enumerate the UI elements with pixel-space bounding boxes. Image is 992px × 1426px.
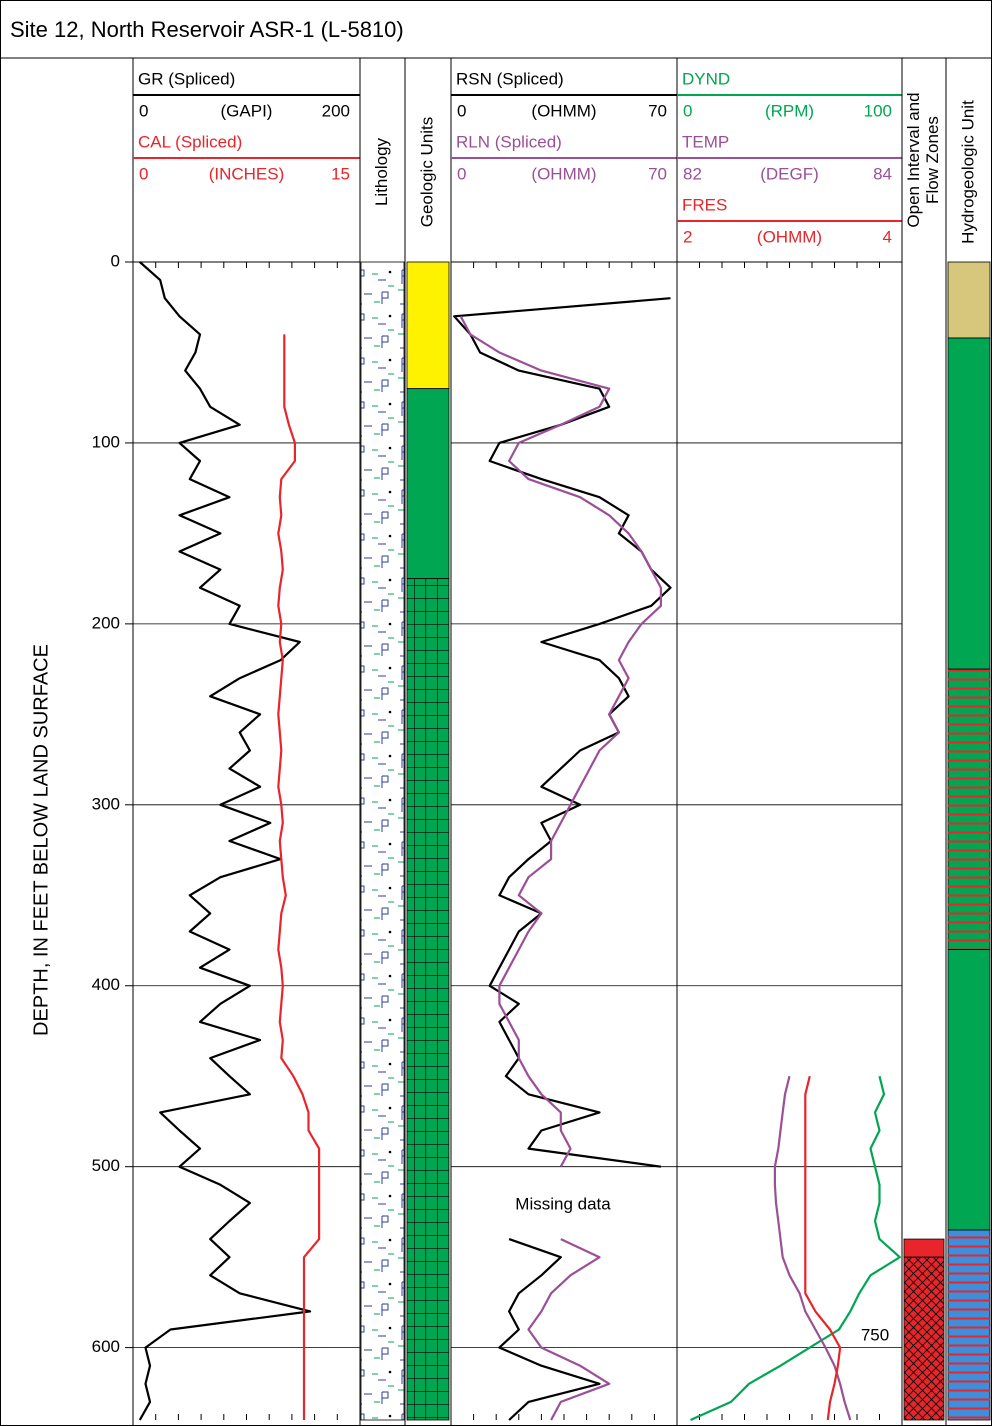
scale-unit: (GAPI) xyxy=(221,101,273,120)
interval xyxy=(947,949,991,1231)
scale-max: 84 xyxy=(873,164,892,183)
track-frame xyxy=(945,57,992,1426)
series-name: GR (Spliced) xyxy=(138,69,235,88)
curve xyxy=(453,297,672,1421)
interval xyxy=(903,1238,945,1258)
curve xyxy=(773,1075,852,1421)
scale-unit: (OHMM) xyxy=(531,164,596,183)
y-tick-label: 0 xyxy=(111,251,120,270)
track-frame xyxy=(901,57,947,1426)
scale-min: 0 xyxy=(457,164,466,183)
scale-min: 82 xyxy=(683,164,702,183)
curve xyxy=(804,1075,842,1421)
scale-min: 2 xyxy=(683,227,692,246)
interval xyxy=(406,388,450,580)
series-name: DYND xyxy=(682,69,730,88)
y-axis-label: DEPTH, IN FEET BELOW LAND SURFACE xyxy=(30,644,52,1036)
curve xyxy=(459,315,662,1421)
column-title: Lithology xyxy=(372,137,391,206)
scale-unit: (OHMM) xyxy=(757,227,822,246)
scale-min: 0 xyxy=(457,101,466,120)
scale-max: 70 xyxy=(648,101,667,120)
interval-pattern xyxy=(948,1230,990,1420)
column-title: Flow Zones xyxy=(923,116,942,204)
curve xyxy=(138,261,312,1421)
scale-min: 0 xyxy=(683,101,692,120)
scale-min: 0 xyxy=(139,164,148,183)
lithology-column xyxy=(360,261,405,1421)
curve xyxy=(277,334,321,1420)
interval-pattern xyxy=(948,669,990,950)
scale-unit: (OHMM) xyxy=(531,101,596,120)
curve xyxy=(690,1075,901,1422)
column-title: Geologic Units xyxy=(417,117,436,228)
series-name: RLN (Spliced) xyxy=(456,132,562,151)
scale-max: 70 xyxy=(648,164,667,183)
y-tick-label: 200 xyxy=(92,613,120,632)
scale-unit: (RPM) xyxy=(765,101,814,120)
interval xyxy=(947,337,991,670)
y-tick-label: 100 xyxy=(92,432,120,451)
y-tick-label: 400 xyxy=(92,975,120,994)
y-tick-label: 600 xyxy=(92,1337,120,1356)
scale-unit: (INCHES) xyxy=(209,164,285,183)
annotation: 750 xyxy=(861,1325,889,1344)
scale-max: 200 xyxy=(322,101,350,120)
series-name: RSN (Spliced) xyxy=(456,69,564,88)
scale-min: 0 xyxy=(139,101,148,120)
scale-max: 4 xyxy=(883,227,892,246)
interval xyxy=(406,261,450,390)
scale-unit: (DEGF) xyxy=(760,164,819,183)
annotation: Missing data xyxy=(515,1194,611,1213)
interval-pattern xyxy=(407,578,449,1420)
interval xyxy=(947,261,991,339)
interval-pattern xyxy=(904,1257,944,1420)
series-name: TEMP xyxy=(682,132,729,151)
y-tick-label: 500 xyxy=(92,1156,120,1175)
series-name: FRES xyxy=(682,195,727,214)
scale-max: 15 xyxy=(331,164,350,183)
scale-max: 100 xyxy=(864,101,892,120)
y-tick-label: 300 xyxy=(92,794,120,813)
column-title: Open Interval and xyxy=(904,92,923,227)
column-title: Hydrogeologic Unit xyxy=(958,100,977,244)
chart-title: Site 12, North Reservoir ASR-1 (L-5810) xyxy=(10,17,404,42)
series-name: CAL (Spliced) xyxy=(138,132,242,151)
